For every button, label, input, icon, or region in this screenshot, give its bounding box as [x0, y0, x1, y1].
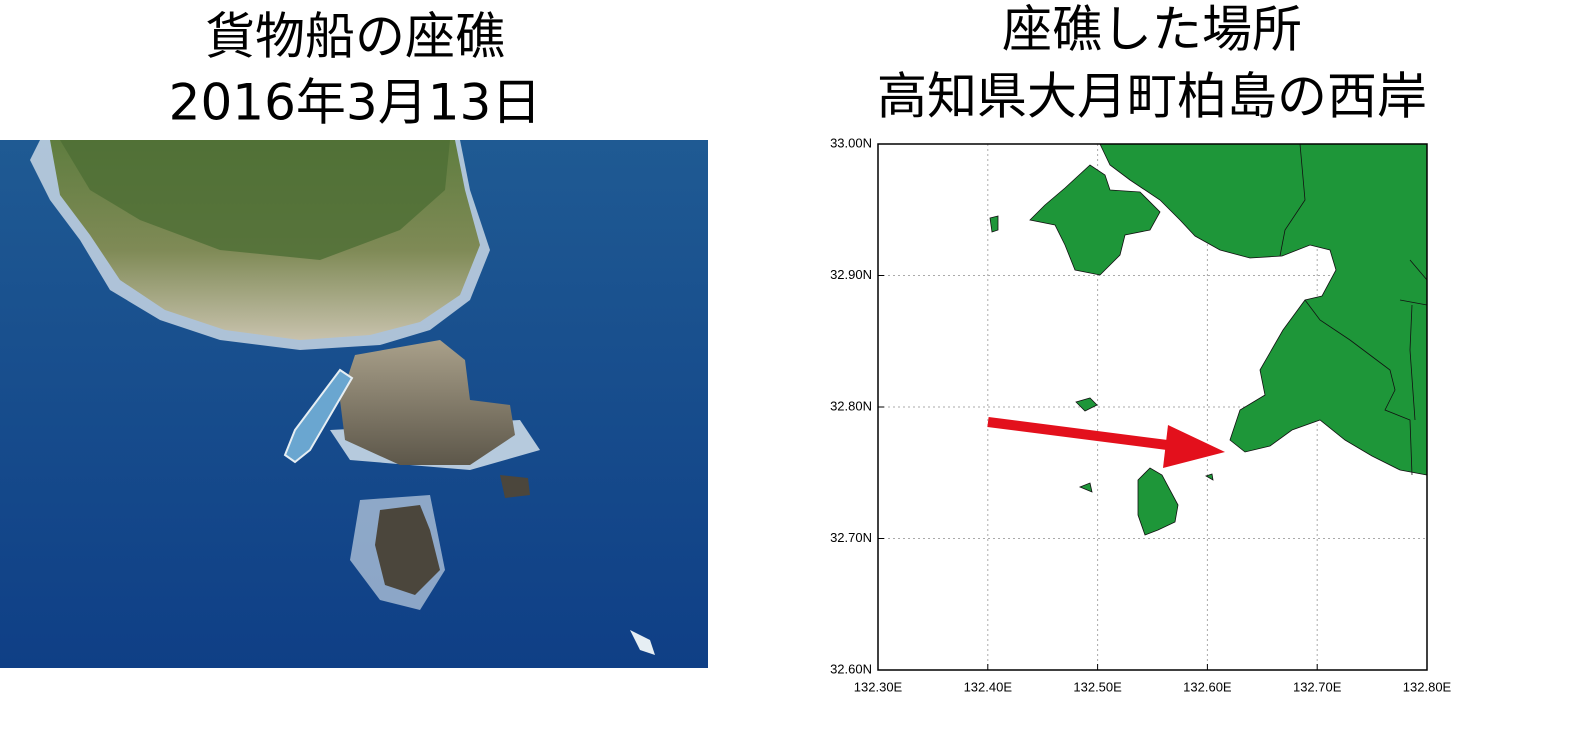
x-tick-label: 132.40E — [964, 679, 1013, 694]
photo-title: 2016年3月13日 — [169, 74, 542, 132]
land — [989, 143, 1428, 536]
x-tick-label: 132.50E — [1073, 679, 1122, 694]
map-title: 高知県大月町柏島の西岸 — [877, 68, 1427, 126]
photo-title: 貨物船の座礁 — [205, 8, 505, 66]
x-tick-label: 132.70E — [1293, 679, 1342, 694]
map: 132.30E 132.40E 132.50E 132.60E 132.70E 132.8… — [830, 135, 1451, 694]
x-tick-label: 132.30E — [854, 679, 903, 694]
photo — [0, 140, 708, 668]
y-tick-label: 33.00N — [830, 135, 872, 150]
x-tick-label: 132.60E — [1183, 679, 1232, 694]
map-title: 座礁した場所 — [1002, 1, 1302, 59]
location-arrow — [987, 417, 1225, 468]
y-tick-label: 32.60N — [830, 661, 872, 676]
y-tick-label: 32.90N — [830, 267, 872, 282]
y-tick-label: 32.70N — [830, 530, 872, 545]
y-tick-label: 32.80N — [830, 398, 872, 413]
x-tick-label: 132.80E — [1403, 679, 1452, 694]
